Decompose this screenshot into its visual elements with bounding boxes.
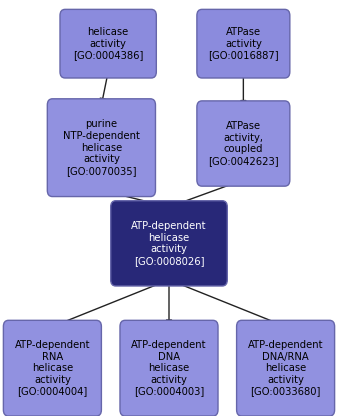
FancyBboxPatch shape [120,320,218,416]
FancyBboxPatch shape [197,101,290,186]
FancyBboxPatch shape [197,9,290,78]
Text: ATPase
activity
[GO:0016887]: ATPase activity [GO:0016887] [208,27,279,60]
FancyBboxPatch shape [3,320,101,416]
Text: ATP-dependent
DNA
helicase
activity
[GO:0004003]: ATP-dependent DNA helicase activity [GO:… [131,340,207,396]
Text: purine
NTP-dependent
helicase
activity
[GO:0070035]: purine NTP-dependent helicase activity [… [63,119,140,176]
Text: helicase
activity
[GO:0004386]: helicase activity [GO:0004386] [73,27,143,60]
FancyBboxPatch shape [237,320,335,416]
FancyBboxPatch shape [111,201,227,286]
FancyBboxPatch shape [60,9,156,78]
Text: ATP-dependent
helicase
activity
[GO:0008026]: ATP-dependent helicase activity [GO:0008… [131,221,207,266]
Text: ATP-dependent
RNA
helicase
activity
[GO:0004004]: ATP-dependent RNA helicase activity [GO:… [15,340,90,396]
Text: ATPase
activity,
coupled
[GO:0042623]: ATPase activity, coupled [GO:0042623] [208,121,279,166]
FancyBboxPatch shape [47,99,155,197]
Text: ATP-dependent
DNA/RNA
helicase
activity
[GO:0033680]: ATP-dependent DNA/RNA helicase activity … [248,340,323,396]
